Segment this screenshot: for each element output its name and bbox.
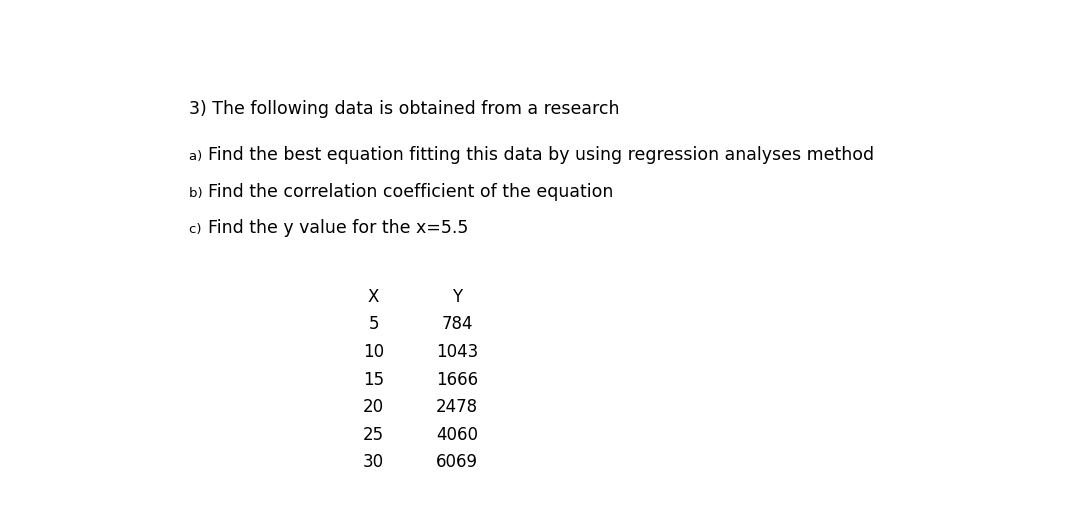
Text: Find the best equation fitting this data by using regression analyses method: Find the best equation fitting this data… (207, 146, 874, 164)
Text: b): b) (189, 187, 207, 200)
Text: 4060: 4060 (436, 426, 478, 443)
Text: 1666: 1666 (436, 370, 478, 389)
Text: a): a) (189, 150, 207, 164)
Text: 20: 20 (363, 398, 384, 416)
Text: 15: 15 (363, 370, 384, 389)
Text: 784: 784 (442, 316, 473, 333)
Text: 30: 30 (363, 453, 384, 471)
Text: c): c) (189, 223, 206, 236)
Text: X: X (368, 288, 379, 306)
Text: 5: 5 (368, 316, 379, 333)
Text: Find the correlation coefficient of the equation: Find the correlation coefficient of the … (207, 183, 613, 201)
Text: 10: 10 (363, 343, 384, 361)
Text: 2478: 2478 (436, 398, 478, 416)
Text: Find the y value for the x=5.5: Find the y value for the x=5.5 (207, 219, 469, 237)
Text: 3) The following data is obtained from a research: 3) The following data is obtained from a… (189, 99, 620, 118)
Text: 1043: 1043 (436, 343, 478, 361)
Text: Y: Y (453, 288, 462, 306)
Text: 6069: 6069 (436, 453, 478, 471)
Text: 25: 25 (363, 426, 384, 443)
